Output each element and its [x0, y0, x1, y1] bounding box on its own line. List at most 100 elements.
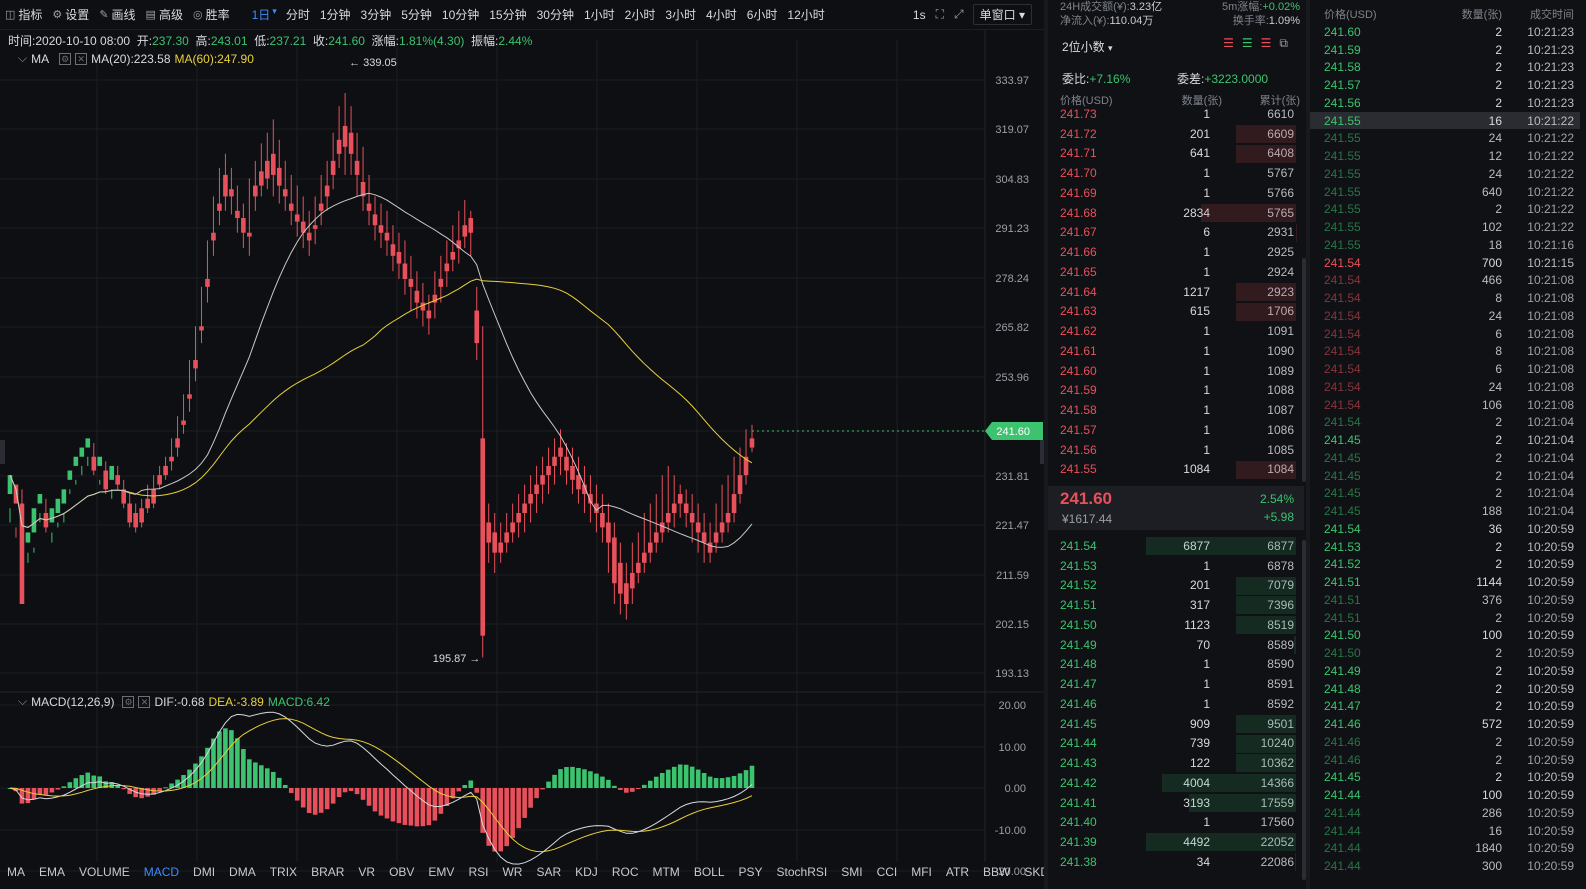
indicator-psy[interactable]: PSY — [738, 865, 763, 879]
ask-row[interactable]: 241.68 2834 5765 — [1048, 203, 1300, 223]
bid-row[interactable]: 241.50 1123 8519 — [1048, 615, 1300, 635]
expand-icon[interactable]: ⤢ — [954, 7, 964, 21]
indicator-skdj[interactable]: SKDJ — [1024, 865, 1044, 879]
bid-row[interactable]: 241.54 6877 6877 — [1048, 536, 1300, 556]
indicator-dmi[interactable]: DMI — [193, 865, 216, 879]
bid-row[interactable]: 241.44 739 10240 — [1048, 734, 1300, 754]
indicator-vr[interactable]: VR — [358, 865, 376, 879]
interval-10[interactable]: 3小时 — [665, 8, 697, 22]
scrollbar[interactable] — [1302, 258, 1306, 482]
bid-row[interactable]: 241.38 34 22086 — [1048, 852, 1300, 872]
chevron-down-icon[interactable]: ▾ — [272, 6, 277, 16]
ask-row[interactable]: 241.69 1 5766 — [1048, 183, 1300, 203]
bid-row[interactable]: 241.39 4492 22052 — [1048, 832, 1300, 852]
view-asks-icon[interactable]: ☰ — [1260, 36, 1272, 50]
interval-3[interactable]: 3分钟 — [360, 8, 392, 22]
interval-12[interactable]: 6小时 — [746, 8, 778, 22]
bid-row[interactable]: 241.43 122 10362 — [1048, 753, 1300, 773]
window-mode-dropdown[interactable]: 单窗口 ▾ — [972, 4, 1032, 25]
tool-indicator[interactable]: ◫ 指标 — [5, 8, 43, 22]
ask-row[interactable]: 241.73 1 6610 — [1048, 104, 1300, 124]
ask-row[interactable]: 241.66 1 2925 — [1048, 242, 1300, 262]
collapse-icon[interactable]: ⌵ — [18, 694, 28, 708]
bid-row[interactable]: 241.51 317 7396 — [1048, 595, 1300, 615]
indicator-mfi[interactable]: MFI — [911, 865, 932, 879]
interval-7[interactable]: 30分钟 — [536, 8, 574, 22]
bid-row[interactable]: 241.45 909 9501 — [1048, 714, 1300, 734]
refresh-rate[interactable]: 1s — [912, 7, 926, 22]
indicator-roc[interactable]: ROC — [611, 865, 639, 879]
tool-winrate[interactable]: ◎ 胜率 — [192, 8, 230, 22]
indicator-stochrsi[interactable]: StochRSI — [776, 865, 828, 879]
indicator-obv[interactable]: OBV — [389, 865, 415, 879]
fullscreen-icon[interactable]: ⛶ — [935, 7, 945, 21]
bid-row[interactable]: 241.40 1 17560 — [1048, 813, 1300, 833]
interval-6[interactable]: 15分钟 — [489, 8, 527, 22]
close-icon[interactable]: ✕ — [138, 695, 151, 708]
interval-1[interactable]: 分时 — [285, 8, 310, 22]
bid-row[interactable]: 241.41 3193 17559 — [1048, 793, 1300, 813]
ask-row[interactable]: 241.72 201 6609 — [1048, 124, 1300, 144]
ask-row[interactable]: 241.55 1084 1084 — [1048, 460, 1300, 480]
indicator-boll[interactable]: BOLL — [693, 865, 725, 879]
ask-row[interactable]: 241.63 615 1706 — [1048, 302, 1300, 322]
ask-row[interactable]: 241.57 1 1086 — [1048, 420, 1300, 440]
tool-draw-line[interactable]: ✎ 画线 — [99, 8, 136, 22]
tool-settings[interactable]: ⚙ 设置 — [52, 8, 90, 22]
ask-row[interactable]: 241.64 1217 2923 — [1048, 282, 1300, 302]
ask-row[interactable]: 241.62 1 1091 — [1048, 321, 1300, 341]
ask-row[interactable]: 241.61 1 1090 — [1048, 341, 1300, 361]
chart-panel[interactable]: 333.97 319.07 304.83 291.23 278.24 265.82 253.… — [0, 0, 1044, 889]
bid-row[interactable]: 241.52 201 7079 — [1048, 576, 1300, 596]
close-icon[interactable]: ✕ — [75, 52, 88, 65]
indicator-brar[interactable]: BRAR — [311, 865, 345, 879]
interval-9[interactable]: 2小时 — [624, 8, 656, 22]
divider[interactable] — [1044, 0, 1048, 889]
indicator-ma[interactable]: MA — [7, 865, 25, 879]
bid-row[interactable]: 241.48 1 8590 — [1048, 655, 1300, 675]
interval-4[interactable]: 5分钟 — [401, 8, 432, 22]
popout-icon[interactable]: ⧉ — [1279, 36, 1288, 50]
indicator-bbw[interactable]: BBW — [983, 865, 1011, 879]
candlestick-chart[interactable]: 333.97 319.07 304.83 291.23 278.24 265.82 253.… — [0, 0, 1044, 889]
ask-row[interactable]: 241.56 1 1085 — [1048, 440, 1300, 460]
indicator-atr[interactable]: ATR — [945, 865, 970, 879]
decimal-dropdown[interactable]: 2位小数 ▾ — [1062, 40, 1113, 54]
interval-13[interactable]: 12小时 — [787, 8, 825, 22]
bid-row[interactable]: 241.42 4004 14366 — [1048, 773, 1300, 793]
indicator-ema[interactable]: EMA — [39, 865, 66, 879]
interval-5[interactable]: 10分钟 — [441, 8, 480, 22]
interval-2[interactable]: 1分钟 — [319, 8, 351, 22]
interval-11[interactable]: 4小时 — [706, 8, 737, 22]
view-both-icon[interactable]: ☰ — [1223, 36, 1234, 50]
indicator-sar[interactable]: SAR — [536, 865, 562, 879]
indicator-volume[interactable]: VOLUME — [79, 865, 130, 879]
indicator-rsi[interactable]: RSI — [468, 865, 489, 879]
tool-advanced[interactable]: ▤ 高级 — [145, 8, 183, 22]
collapse-icon[interactable]: ⌵ — [18, 51, 28, 65]
indicator-emv[interactable]: EMV — [428, 865, 455, 879]
indicator-cci[interactable]: CCI — [876, 865, 898, 879]
indicator-kdj[interactable]: KDJ — [575, 865, 598, 879]
bid-row[interactable]: 241.47 1 8591 — [1048, 674, 1300, 694]
bid-row[interactable]: 241.53 1 6878 — [1048, 556, 1300, 576]
view-bids-icon[interactable]: ☰ — [1241, 36, 1253, 50]
ask-row[interactable]: 241.70 1 5767 — [1048, 163, 1300, 183]
ask-row[interactable]: 241.67 6 2931 — [1048, 223, 1300, 243]
indicator-trix[interactable]: TRIX — [269, 865, 298, 879]
bid-row[interactable]: 241.46 1 8592 — [1048, 694, 1300, 714]
ask-row[interactable]: 241.60 1 1089 — [1048, 361, 1300, 381]
interval-8[interactable]: 1小时 — [583, 8, 615, 22]
indicator-mtm[interactable]: MTM — [652, 865, 680, 879]
ask-row[interactable]: 241.59 1 1088 — [1048, 381, 1300, 401]
ask-row[interactable]: 241.58 1 1087 — [1048, 400, 1300, 420]
indicator-wr[interactable]: WR — [502, 865, 523, 879]
ask-row[interactable]: 241.65 1 2924 — [1048, 262, 1300, 282]
gear-icon[interactable]: ⚙ — [122, 695, 135, 708]
interval-0[interactable]: 1日 — [251, 8, 271, 22]
gear-icon[interactable]: ⚙ — [59, 52, 72, 65]
indicator-macd[interactable]: MACD — [143, 865, 180, 879]
bid-row[interactable]: 241.49 70 8589 — [1048, 635, 1300, 655]
ask-row[interactable]: 241.71 641 6408 — [1048, 144, 1300, 164]
indicator-smi[interactable]: SMI — [841, 865, 863, 879]
